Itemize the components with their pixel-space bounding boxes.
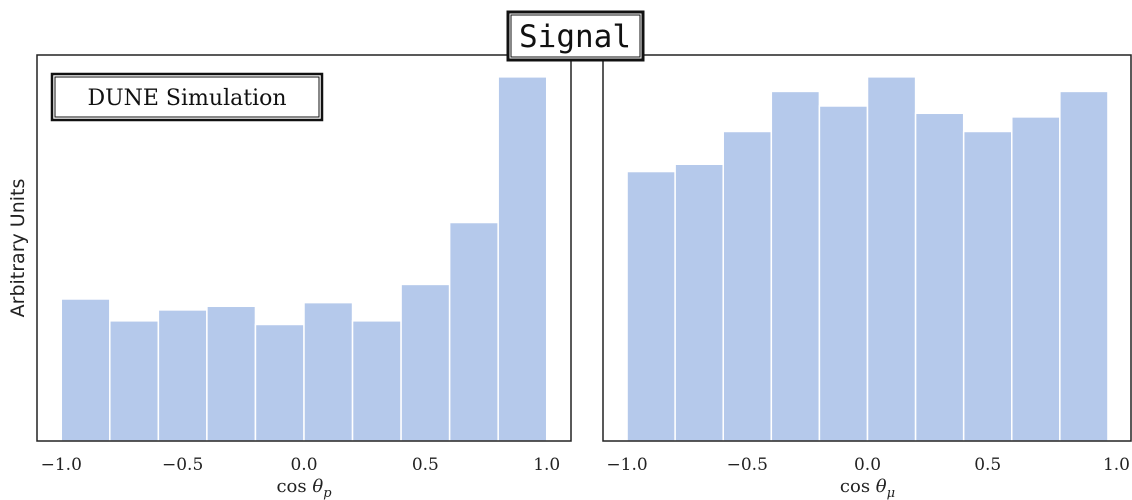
histogram-bar (60, 298, 111, 442)
x-axis-label: cos θμ (840, 476, 895, 500)
histogram-bar (866, 76, 917, 442)
histogram-bar (1011, 116, 1061, 442)
x-tick-label: 0.0 (290, 455, 317, 475)
dune-simulation-badge: DUNE Simulation (50, 72, 324, 122)
histogram-bar (157, 309, 208, 442)
histogram-bar (109, 320, 160, 442)
chart-title: Signal (519, 19, 631, 55)
histogram-bar (914, 112, 965, 442)
panel-right: −1.0 −0.5 0.0 0.5 1.0 cos θμ (602, 54, 1132, 500)
axes-frame (36, 54, 572, 442)
histogram-bar (448, 221, 499, 442)
histogram-bar (351, 320, 402, 442)
histogram-bar (400, 283, 451, 442)
x-tick-label: −0.5 (727, 455, 768, 475)
x-tick-label: −1.0 (41, 455, 82, 475)
histogram-bar (626, 170, 676, 442)
histogram-bar (1059, 90, 1109, 442)
y-axis-label: Arbitrary Units (7, 179, 29, 318)
x-tick-label: 0.0 (854, 455, 881, 475)
x-tick-label: −1.0 (606, 455, 647, 475)
histogram-bar (674, 163, 724, 442)
histogram-bar (770, 90, 821, 442)
signal-title-box: Signal (506, 10, 645, 62)
x-tick-label: −0.5 (162, 455, 203, 475)
x-tick-label: 0.5 (412, 455, 439, 475)
histogram-bar (303, 301, 354, 442)
x-tick-label: 1.0 (533, 455, 560, 475)
histogram-bar (254, 323, 305, 442)
histogram-bar (206, 305, 257, 442)
x-tick-label: 0.5 (974, 455, 1001, 475)
x-axis-label: cos θp (276, 476, 332, 500)
histogram-bar (962, 130, 1013, 442)
x-tick-label: 1.0 (1103, 455, 1130, 475)
histogram-bar (722, 130, 773, 442)
histogram-bar (818, 105, 869, 442)
panel-left: −1.0 −0.5 0.0 0.5 1.0 cos θp (36, 54, 572, 500)
histogram-bar (497, 76, 548, 442)
axes-frame (602, 54, 1132, 442)
badge-text: DUNE Simulation (87, 86, 286, 111)
